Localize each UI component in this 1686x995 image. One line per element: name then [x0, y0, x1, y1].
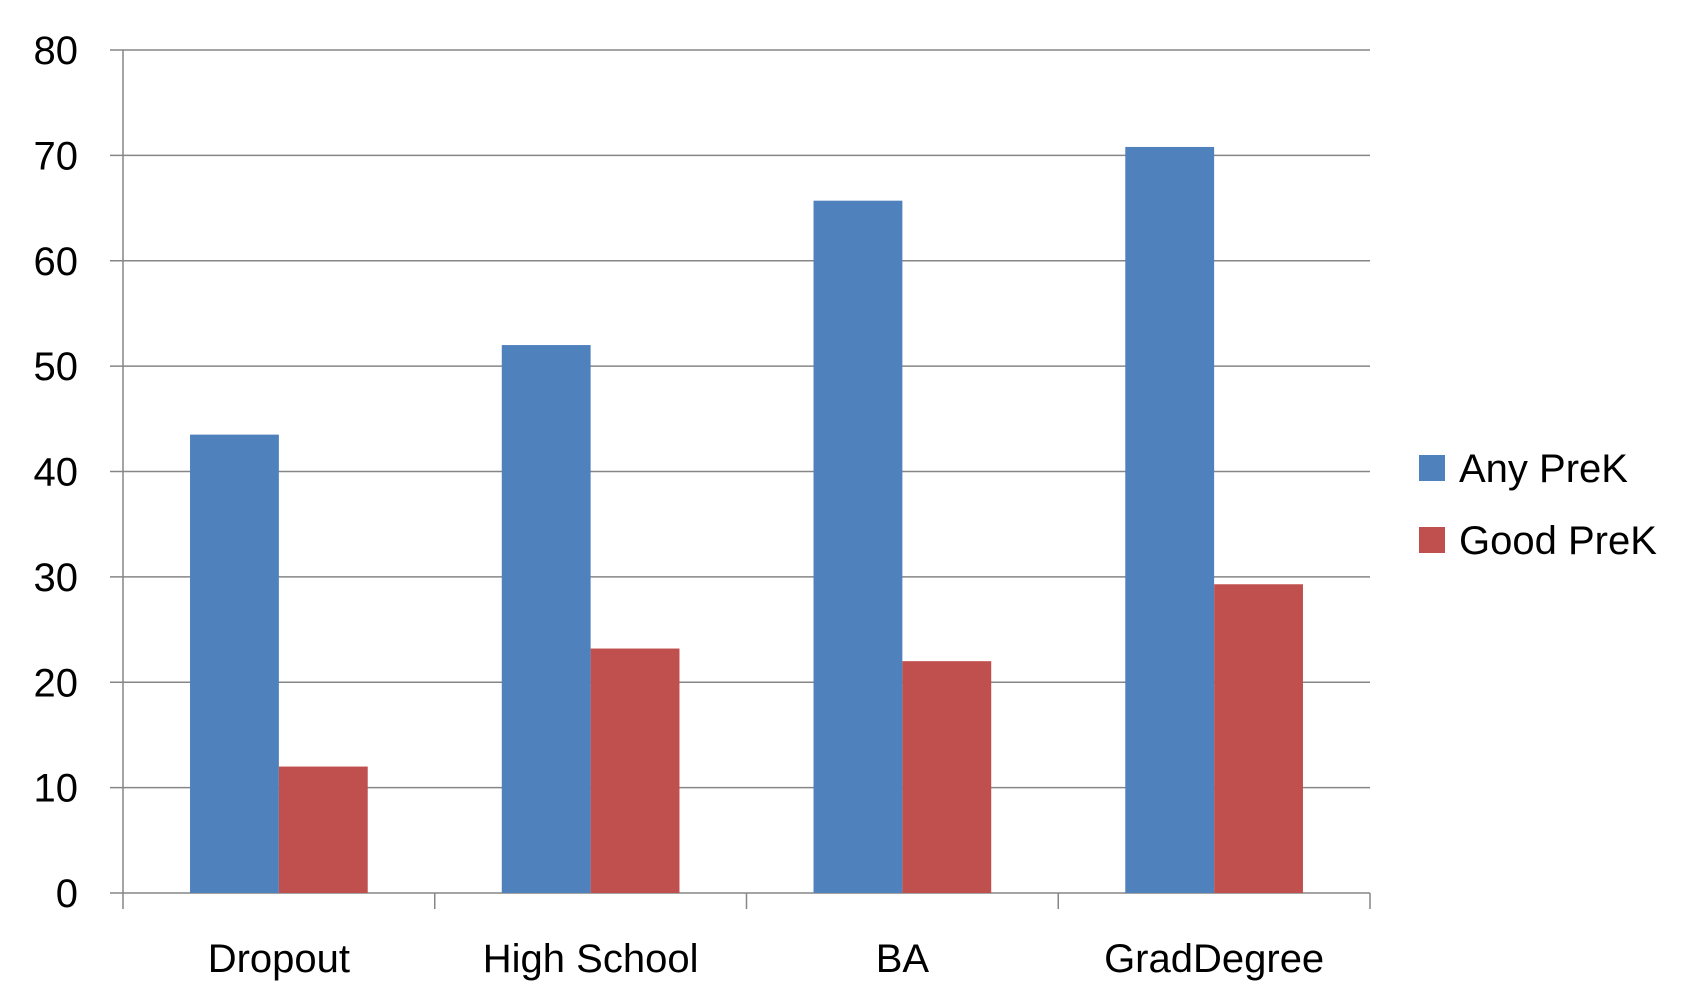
x-tick-label: BA	[876, 937, 930, 981]
x-tick-label: High School	[483, 937, 699, 981]
x-tick-label: GradDegree	[1104, 937, 1324, 981]
bar-good-prek-ba	[902, 661, 992, 893]
y-tick-label: 80	[34, 29, 79, 73]
y-tick-label: 40	[34, 451, 79, 495]
y-tick-label: 20	[34, 661, 79, 705]
bar-any-prek-high-school	[501, 345, 591, 893]
x-tick-labels: Dropout High School BA GradDegree	[208, 937, 1324, 981]
bar-good-prek-graddegree	[1214, 584, 1303, 893]
legend-swatch-any-prek	[1419, 455, 1445, 481]
bar-good-prek-dropout	[278, 766, 368, 893]
legend-item-good-prek: Good PreK	[1419, 519, 1657, 563]
y-tick-label: 10	[34, 767, 79, 811]
y-tick-label: 30	[34, 556, 79, 600]
bar-good-prek-high-school	[590, 648, 680, 893]
legend-label-any-prek: Any PreK	[1459, 447, 1628, 491]
bar-any-prek-dropout	[190, 434, 279, 893]
y-tick-label: 60	[34, 240, 79, 284]
bar-any-prek-graddegree	[1125, 146, 1215, 893]
legend-item-any-prek: Any PreK	[1419, 447, 1628, 491]
bars	[190, 146, 1303, 893]
gridlines	[123, 49, 1370, 789]
bar-any-prek-ba	[813, 200, 903, 893]
legend-swatch-good-prek	[1419, 527, 1445, 553]
legend-label-good-prek: Good PreK	[1459, 519, 1657, 563]
y-tick-labels: 0 10 20 30 40 50 60 70 80	[34, 29, 79, 916]
y-tick-label: 0	[56, 872, 78, 916]
legend: Any PreK Good PreK	[1419, 447, 1657, 563]
y-tick-label: 70	[34, 134, 79, 178]
x-tick-label: Dropout	[208, 937, 350, 981]
y-tick-label: 50	[34, 345, 79, 389]
